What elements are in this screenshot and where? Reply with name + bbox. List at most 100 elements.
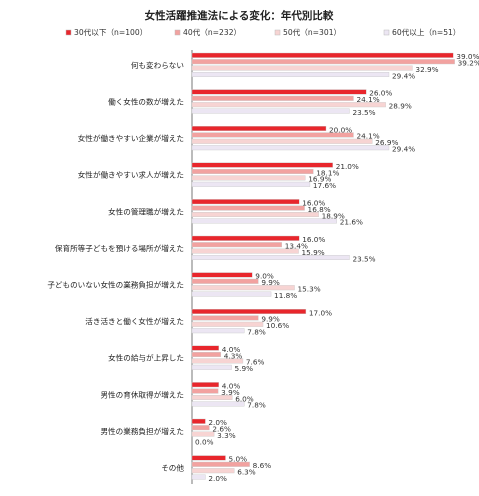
bar-5-3 — [191, 211, 319, 217]
value-label-6-4: 23.5% — [352, 254, 375, 263]
value-label-10-4: 7.8% — [247, 401, 266, 410]
bar-5-4 — [191, 218, 337, 224]
legend-swatch-4 — [383, 29, 390, 36]
bar-3-1 — [191, 125, 327, 131]
value-label-5-1: 16.0% — [302, 199, 325, 208]
legend-swatch-2 — [174, 29, 181, 36]
bar-11-3 — [191, 431, 215, 437]
value-label-2-4: 23.5% — [352, 108, 375, 117]
value-label-3-1: 20.0% — [329, 125, 352, 134]
value-label-2-3: 28.9% — [389, 102, 412, 111]
bar-1-2 — [191, 59, 455, 65]
bar-8-2 — [191, 315, 259, 321]
value-label-11-3: 3.3% — [217, 431, 236, 440]
value-label-4-1: 21.0% — [336, 162, 359, 171]
bar-4-2 — [191, 168, 314, 174]
bar-2-4 — [191, 108, 350, 114]
bar-12-1 — [191, 455, 226, 461]
value-label-2-1: 26.0% — [369, 89, 392, 98]
value-label-3-2: 24.1% — [356, 132, 379, 141]
bar-7-4 — [191, 291, 272, 297]
value-label-7-4: 11.8% — [274, 291, 297, 300]
category-label-10: 男性の育休取得が増えた — [100, 389, 184, 399]
bar-8-4 — [191, 328, 245, 334]
bar-3-4 — [191, 145, 390, 151]
value-label-3-3: 26.9% — [375, 138, 398, 147]
bar-11-1 — [191, 418, 206, 424]
bar-1-3 — [191, 65, 413, 71]
category-label-8: 活き活きと働く女性が増えた — [85, 316, 184, 326]
value-label-3-4: 29.4% — [392, 145, 415, 154]
bar-7-2 — [191, 278, 259, 284]
category-label-6: 保育所等子どもを預ける場所が増えた — [55, 243, 184, 253]
value-label-12-2: 8.6% — [253, 461, 272, 470]
bar-4-1 — [191, 162, 333, 168]
bar-10-4 — [191, 401, 245, 407]
bar-3-2 — [191, 132, 354, 138]
legend-label-2: 40代（n=232） — [183, 27, 241, 37]
bar-9-3 — [191, 358, 244, 364]
bar-2-1 — [191, 89, 367, 95]
value-label-7-3: 15.3% — [298, 285, 321, 294]
bar-8-1 — [191, 309, 307, 315]
chart-title: 女性活躍推進法による変化：年代別比較 — [145, 9, 334, 22]
value-label-5-2: 16.8% — [308, 205, 331, 214]
value-label-11-4: 0.0% — [195, 437, 214, 446]
value-label-1-4: 29.4% — [392, 71, 415, 80]
value-label-9-2: 4.3% — [224, 351, 243, 360]
bar-9-4 — [191, 364, 232, 370]
value-label-9-1: 4.0% — [222, 345, 241, 354]
value-label-2-2: 24.1% — [356, 95, 379, 104]
category-label-7: 子どものいない女性の業務負担が増えた — [47, 280, 184, 290]
value-label-10-1: 4.0% — [222, 382, 241, 391]
bar-4-3 — [191, 175, 306, 181]
category-label-1: 何も変わらない — [131, 60, 184, 70]
bar-7-3 — [191, 285, 295, 291]
category-label-12: その他 — [161, 463, 184, 473]
bar-9-1 — [191, 345, 219, 351]
value-label-1-1: 39.0% — [456, 52, 479, 61]
value-label-10-3: 6.0% — [235, 394, 254, 403]
category-label-5: 女性の管理職が増えた — [108, 206, 184, 216]
bar-10-1 — [191, 382, 219, 388]
legend-swatch-3 — [274, 29, 281, 36]
value-label-12-3: 6.3% — [237, 468, 256, 477]
value-label-12-1: 5.0% — [229, 455, 248, 464]
category-label-4: 女性が働きやすい求人が増えた — [78, 170, 184, 180]
bar-5-2 — [191, 205, 305, 211]
bar-6-2 — [191, 242, 282, 248]
bar-1-4 — [191, 71, 390, 77]
value-label-1-3: 32.9% — [415, 65, 438, 74]
legend-label-3: 50代（n=301） — [283, 27, 341, 37]
bar-12-2 — [191, 461, 250, 467]
bar-6-1 — [191, 235, 300, 241]
category-label-3: 女性が働きやすい企業が増えた — [78, 133, 184, 143]
value-label-6-3: 15.9% — [302, 248, 325, 257]
legend-label-4: 60代以上（n=51） — [392, 27, 460, 37]
value-label-7-1: 9.0% — [255, 272, 274, 281]
legend-label-1: 30代以下（n=100） — [74, 27, 147, 37]
bar-3-3 — [191, 138, 373, 144]
category-label-2: 働く女性の数が増えた — [108, 97, 184, 107]
value-label-12-4: 2.0% — [208, 474, 227, 483]
value-label-10-2: 3.9% — [221, 388, 240, 397]
bar-6-3 — [191, 248, 299, 254]
value-label-6-2: 13.4% — [285, 242, 308, 251]
bar-7-1 — [191, 272, 253, 278]
legend: 30代以下（n=100） 40代（n=232） 50代（n=301） 60代以上（n=… — [65, 27, 460, 37]
value-label-6-1: 16.0% — [302, 235, 325, 244]
bar-8-3 — [191, 321, 264, 327]
value-label-8-2: 9.9% — [261, 315, 280, 324]
bar-11-2 — [191, 425, 210, 431]
bar-10-3 — [191, 395, 233, 401]
value-label-8-3: 10.6% — [266, 321, 289, 330]
value-label-11-1: 2.0% — [208, 418, 227, 427]
bar-5-1 — [191, 199, 300, 205]
value-label-4-4: 17.6% — [313, 181, 336, 190]
plot-area: 何も変わらない39.0%39.2%32.9%29.4%働く女性の数が増えた26.… — [47, 50, 479, 484]
value-label-8-4: 7.8% — [247, 328, 266, 337]
bar-2-3 — [191, 102, 386, 108]
value-label-9-3: 7.6% — [246, 358, 265, 367]
bar-1-1 — [191, 52, 454, 58]
